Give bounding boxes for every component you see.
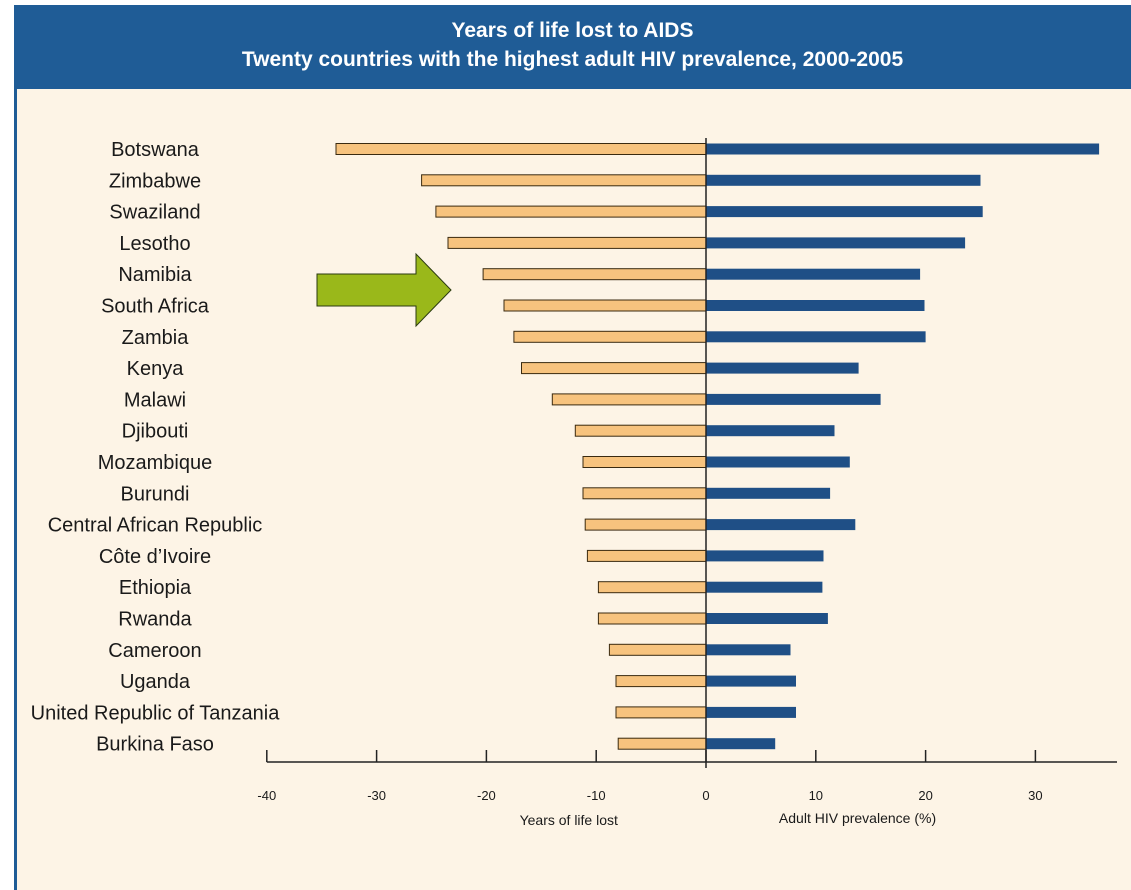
bar-years-lost-malawi [551,393,707,406]
bar-hiv-prevalence-ethiopia [706,581,823,593]
annotation-arrow [316,252,452,328]
x-axis: -40 -30 -20 -10 0 10 20 30 Years of life lost Adu… [257,138,1117,828]
x-tick-label-30: 30 [1028,788,1042,803]
bar-years-lost-zambia [513,330,707,343]
country-label-uganda: Uganda [120,671,191,693]
chart-header: Years of life lost to AIDS Twenty countr… [14,5,1131,89]
country-label-ethiopia: Ethiopia [119,577,192,599]
bar-years-lost-mozambique [582,456,707,468]
bar-hiv-prevalence-cameroon [706,644,791,656]
bar-hiv-prevalence-malawi [706,393,881,405]
country-labels: Botswana Zimbabwe Swaziland Lesotho Namibia S… [31,139,281,756]
bar-years-lost-rwanda [597,612,707,625]
country-label-burkina-faso: Burkina Faso [96,734,214,756]
chart-title: Years of life lost to AIDS [451,19,694,42]
country-label-swaziland: Swaziland [109,202,200,224]
bar-years-lost-kenya [521,362,707,375]
x-tick-label-neg40: -40 [257,788,276,803]
country-label-cameroon: Cameroon [108,640,201,662]
bar-hiv-prevalence-lesotho [706,237,966,249]
bar-years-lost-cameroon [608,643,707,656]
country-label-south-africa: South Africa [101,296,210,318]
x-tick-label-neg20: -20 [477,788,496,803]
bar-hiv-prevalence-mozambique [706,456,850,468]
bar-years-lost-djibouti [574,424,707,437]
country-label-burundi: Burundi [121,483,190,505]
bar-hiv-prevalence-south-africa [706,300,925,311]
x-tick-label-10: 10 [809,788,823,803]
bar-hiv-prevalence-central-african-republic [706,519,856,531]
bar-years-lost-swaziland [435,205,707,218]
x-tick-label-neg30: -30 [367,788,386,803]
country-label-zimbabwe: Zimbabwe [109,170,201,192]
bars-layer [335,143,1100,750]
frame-left-edge [14,84,17,890]
country-label-central-african-republic: Central African Republic [48,515,263,537]
bar-years-lost-botswana [335,143,707,155]
country-label-kenya: Kenya [127,358,185,380]
bar-hiv-prevalence-zimbabwe [706,174,981,186]
x-tick-label-0: 0 [702,788,709,803]
x-axis-label-right: Adult HIV prevalence (%) [779,810,936,826]
x-tick-label-20: 20 [918,788,932,803]
country-label-lesotho: Lesotho [119,233,190,255]
bar-years-lost-ethiopia [597,581,707,594]
country-label-united-republic-of-tanzania: United Republic of Tanzania [31,702,281,724]
country-label-cote-d-ivoire: Côte d’Ivoire [99,546,211,568]
bar-years-lost-uganda [615,675,707,688]
country-label-zambia: Zambia [122,327,190,349]
x-tick-label-neg10: -10 [587,788,606,803]
country-label-botswana: Botswana [111,139,200,161]
bar-hiv-prevalence-rwanda [706,613,828,624]
bar-hiv-prevalence-united-republic-of-tanzania [706,706,796,718]
bar-hiv-prevalence-uganda [706,675,796,687]
bar-hiv-prevalence-namibia [706,268,921,280]
x-axis-label-left: Years of life lost [520,812,618,828]
bar-hiv-prevalence-djibouti [706,425,835,437]
bar-years-lost-burkina-faso [617,737,707,750]
bar-years-lost-burundi [582,487,707,500]
country-label-rwanda: Rwanda [118,609,192,631]
country-label-djibouti: Djibouti [122,421,189,443]
chart-subtitle: Twenty countries with the highest adult … [241,48,904,71]
bar-years-lost-zimbabwe [421,174,707,187]
bar-hiv-prevalence-burundi [706,487,831,499]
bar-hiv-prevalence-zambia [706,331,926,343]
country-label-malawi: Malawi [124,389,186,411]
bar-hiv-prevalence-swaziland [706,206,983,218]
bar-years-lost-central-african-republic [584,518,707,531]
bar-hiv-prevalence-kenya [706,362,859,374]
bar-years-lost-namibia [482,268,707,281]
bar-hiv-prevalence-botswana [706,143,1100,155]
bar-years-lost-south-africa [503,299,707,312]
bar-hiv-prevalence-burkina-faso [706,738,776,750]
bar-hiv-prevalence-cote-d-ivoire [706,550,824,562]
bar-years-lost-cote-d-ivoire [586,549,707,562]
bar-years-lost-lesotho [447,236,707,249]
country-label-namibia: Namibia [118,264,192,286]
bar-years-lost-united-republic-of-tanzania [615,706,707,719]
country-label-mozambique: Mozambique [98,452,213,474]
